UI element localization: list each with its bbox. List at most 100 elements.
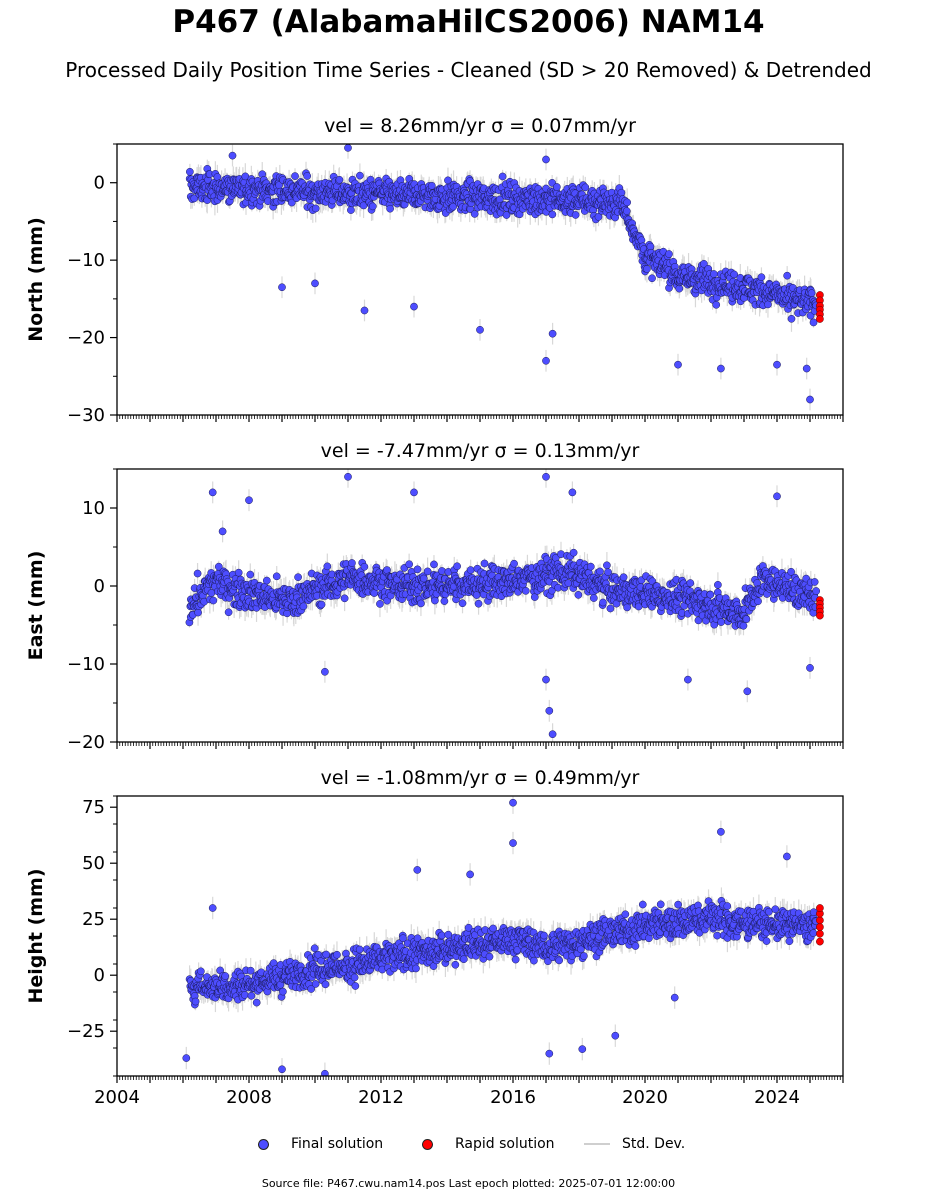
- final-point: [807, 289, 816, 297]
- final-point: [340, 594, 349, 603]
- final-point: [291, 172, 299, 180]
- final-point: [498, 172, 507, 181]
- final-point: [317, 600, 326, 609]
- final-point: [440, 597, 449, 605]
- rapid-point: [816, 315, 824, 323]
- panel-1-ylabel: North (mm): [25, 217, 47, 342]
- final-point: [356, 171, 364, 180]
- final-point: [423, 567, 432, 576]
- final-point: [571, 211, 580, 219]
- final-point-outlier: [360, 306, 369, 315]
- final-point-outlier: [674, 360, 682, 369]
- panel-1-data: [185, 144, 824, 411]
- final-point: [480, 559, 489, 568]
- final-point-outlier: [548, 329, 557, 338]
- final-point: [348, 559, 356, 567]
- final-point: [521, 587, 530, 595]
- final-point: [419, 574, 428, 583]
- final-point: [552, 183, 561, 191]
- final-point: [453, 562, 461, 571]
- final-point: [214, 562, 223, 571]
- final-point: [617, 188, 626, 197]
- chart-subtitle: Processed Daily Position Time Series - C…: [65, 58, 872, 82]
- final-point: [809, 318, 818, 327]
- final-point: [207, 589, 216, 597]
- final-point: [730, 270, 739, 279]
- final-point: [783, 271, 792, 280]
- final-point: [323, 562, 332, 571]
- final-point: [427, 181, 436, 190]
- final-point: [413, 565, 422, 574]
- final-point-outlier: [228, 151, 237, 160]
- final-point: [234, 568, 243, 577]
- final-point-outlier: [344, 144, 352, 152]
- final-point-outlier: [542, 356, 550, 365]
- final-point: [303, 172, 312, 180]
- panel-2-data: [185, 469, 824, 742]
- final-point: [368, 202, 377, 211]
- final-point-outlier: [542, 155, 550, 164]
- final-point: [193, 569, 202, 578]
- final-point: [474, 599, 483, 608]
- final-point-outlier: [476, 325, 484, 334]
- time-series-chart: vel = 8.26mm/yr σ = 0.07mm/yr North (mm) 0…: [25, 115, 844, 1108]
- final-point: [335, 175, 344, 184]
- y-tick-label: 0: [94, 173, 105, 194]
- final-point: [510, 559, 518, 568]
- final-point: [359, 201, 368, 210]
- y-tick-label: −20: [67, 328, 105, 349]
- final-point: [386, 204, 394, 213]
- final-point-outlier: [802, 364, 811, 373]
- final-point: [444, 176, 452, 185]
- final-point: [458, 599, 467, 608]
- final-point: [700, 260, 708, 268]
- final-point-outlier: [806, 395, 814, 404]
- final-point: [665, 250, 673, 258]
- final-point-outlier: [717, 364, 725, 373]
- final-point: [417, 599, 425, 608]
- rapid-solution-points: [816, 291, 824, 323]
- final-solution-points: [185, 144, 821, 404]
- final-point: [622, 207, 631, 215]
- final-point: [787, 314, 796, 323]
- final-point: [643, 265, 651, 273]
- final-point: [712, 300, 721, 309]
- final-point: [405, 560, 413, 569]
- final-point: [311, 204, 320, 213]
- final-point: [287, 198, 296, 207]
- y-tick-label: −10: [67, 250, 105, 271]
- final-point: [299, 602, 308, 611]
- chart-title: P467 (AlabamaHilCS2006) NAM14: [172, 4, 765, 40]
- final-point: [262, 576, 271, 585]
- final-point: [581, 183, 590, 192]
- final-point-outlier: [773, 360, 781, 369]
- final-point: [430, 560, 438, 569]
- final-point: [360, 562, 369, 571]
- final-point: [376, 600, 384, 608]
- final-point: [548, 210, 557, 219]
- final-point: [757, 273, 766, 282]
- final-point: [186, 167, 194, 176]
- panel-1-title: vel = 8.26mm/yr σ = 0.07mm/yr: [324, 115, 636, 137]
- final-point: [272, 572, 281, 581]
- final-point: [431, 596, 439, 605]
- final-point: [209, 596, 218, 605]
- final-point: [190, 194, 199, 203]
- final-point: [470, 210, 479, 218]
- final-point: [594, 213, 603, 221]
- final-point-outlier: [278, 283, 286, 292]
- final-point: [709, 270, 718, 278]
- final-point: [449, 202, 457, 211]
- final-point: [294, 573, 302, 582]
- final-point: [623, 198, 631, 207]
- final-point-outlier: [410, 302, 418, 311]
- final-point: [438, 567, 446, 575]
- final-point-outlier: [311, 279, 319, 288]
- final-point: [347, 206, 355, 214]
- final-point: [246, 570, 255, 579]
- y-tick-label: −30: [67, 405, 105, 426]
- final-point: [224, 608, 233, 617]
- final-point: [466, 566, 475, 574]
- final-point: [648, 274, 656, 283]
- final-point: [194, 608, 202, 617]
